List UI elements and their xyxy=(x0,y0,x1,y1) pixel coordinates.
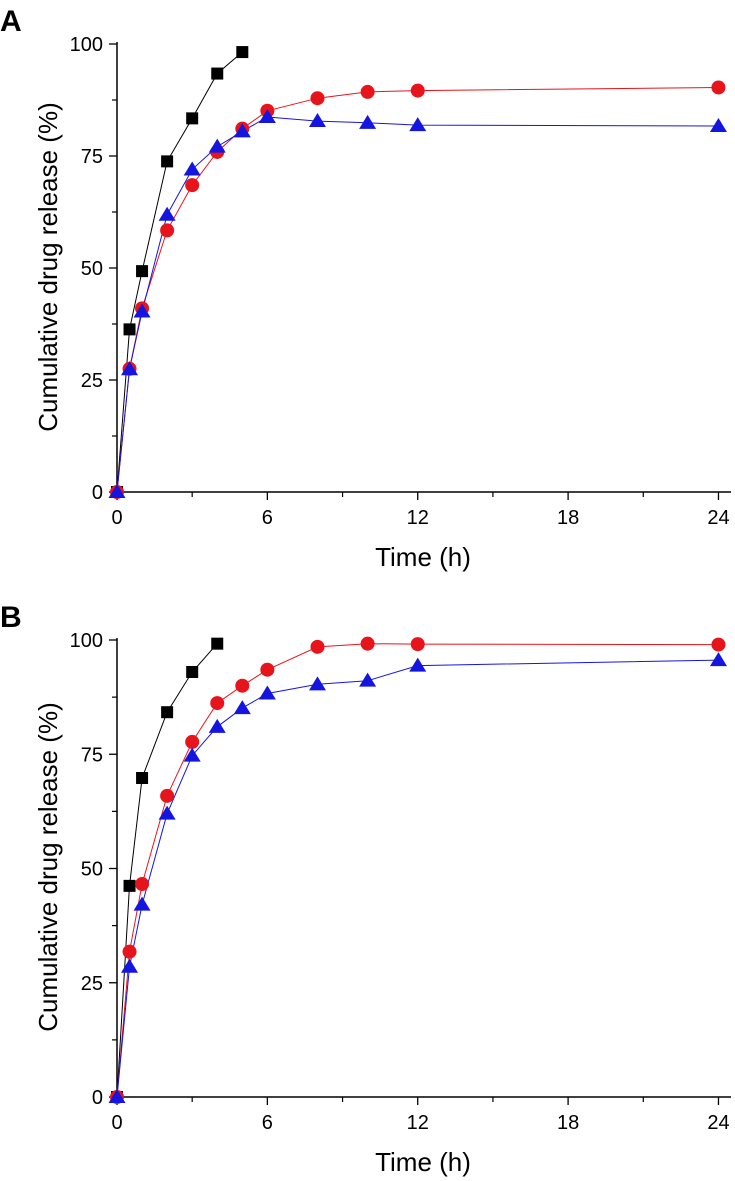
data-point-triangle xyxy=(108,484,126,498)
data-point-triangle xyxy=(108,1089,126,1103)
series-line-square xyxy=(116,51,243,493)
panel-b: B 0 25 50 75 100 0 6 12 18 24 Time (h) Cumulative… xyxy=(0,601,731,1177)
data-point-triangle xyxy=(133,896,151,911)
series-line-triangle xyxy=(116,116,719,493)
data-point-circle xyxy=(310,639,325,654)
data-point-triangle xyxy=(359,672,377,687)
data-point-square xyxy=(186,665,199,678)
y-tick-label: 100 xyxy=(70,34,103,56)
data-point-triangle xyxy=(258,109,276,124)
data-point-square xyxy=(211,637,224,650)
x-tick-label: 6 xyxy=(262,1112,273,1134)
data-point-circle xyxy=(260,662,275,677)
y-tick-label: 50 xyxy=(81,859,103,881)
data-point-square xyxy=(136,265,149,278)
data-point-triangle xyxy=(208,718,226,733)
y-tick-label: 25 xyxy=(81,973,103,995)
data-point-circle xyxy=(210,696,225,711)
data-point-circle xyxy=(160,788,175,803)
x-axis-title: Time (h) xyxy=(375,1147,471,1177)
data-point-circle xyxy=(410,637,425,652)
x-axis-title: Time (h) xyxy=(375,542,471,572)
y-tick-label: 75 xyxy=(81,146,103,168)
data-point-triangle xyxy=(233,700,251,715)
series-layer xyxy=(108,46,727,499)
data-point-circle xyxy=(360,636,375,651)
data-point-triangle xyxy=(308,676,326,691)
data-point-square xyxy=(236,46,249,59)
data-point-circle xyxy=(711,637,726,652)
x-tick-label: 18 xyxy=(557,507,579,529)
data-point-circle xyxy=(185,178,200,193)
data-point-circle xyxy=(185,734,200,749)
y-tick-label: 75 xyxy=(81,744,103,766)
data-point-triangle xyxy=(121,958,139,973)
data-point-square xyxy=(123,323,136,336)
data-point-circle xyxy=(410,83,425,98)
data-point-circle xyxy=(310,91,325,106)
data-point-triangle xyxy=(208,138,226,153)
y-tick-label: 0 xyxy=(92,1087,103,1109)
data-point-triangle xyxy=(233,123,251,138)
data-point-circle xyxy=(235,678,250,693)
data-point-triangle xyxy=(409,117,427,132)
data-point-triangle xyxy=(158,206,176,221)
y-axis-title: Cumulative drug release (%) xyxy=(33,702,63,1031)
x-tick-label: 24 xyxy=(707,1112,729,1134)
data-point-triangle xyxy=(308,113,326,128)
x-tick-label: 24 xyxy=(707,507,729,529)
axes: 0 25 50 75 100 0 6 12 18 24 xyxy=(70,630,731,1134)
panel-letter: B xyxy=(0,601,22,634)
x-tick-label: 12 xyxy=(407,507,429,529)
panel-a: A 0 25 50 75 100 0 6 12 18 24 Time (h) Cumulative… xyxy=(0,5,731,572)
data-point-circle xyxy=(711,80,726,95)
data-point-circle xyxy=(122,944,137,959)
y-axis-title: Cumulative drug release (%) xyxy=(33,102,63,431)
series-layer xyxy=(108,636,727,1104)
data-point-triangle xyxy=(158,805,176,820)
x-tick-label: 12 xyxy=(407,1112,429,1134)
data-point-triangle xyxy=(183,161,201,176)
x-tick-label: 18 xyxy=(557,1112,579,1134)
data-point-square xyxy=(161,155,174,168)
data-point-triangle xyxy=(121,361,139,376)
data-point-triangle xyxy=(709,652,727,667)
axes: 0 25 50 75 100 0 6 12 18 24 xyxy=(70,34,731,529)
series-line-triangle xyxy=(116,659,719,1098)
data-point-square xyxy=(186,112,199,125)
y-tick-label: 50 xyxy=(81,258,103,280)
y-tick-label: 25 xyxy=(81,370,103,392)
data-point-triangle xyxy=(709,117,727,132)
x-tick-label: 6 xyxy=(262,507,273,529)
data-point-square xyxy=(123,879,136,892)
x-tick-label: 0 xyxy=(111,1112,122,1134)
data-point-triangle xyxy=(183,747,201,762)
data-point-square xyxy=(211,67,224,80)
data-point-triangle xyxy=(133,303,151,318)
series-line-circle xyxy=(116,643,719,1098)
y-tick-label: 0 xyxy=(92,482,103,504)
x-tick-label: 0 xyxy=(111,507,122,529)
data-point-triangle xyxy=(409,657,427,672)
data-point-square xyxy=(136,772,149,785)
series-line-circle xyxy=(116,87,719,493)
data-point-triangle xyxy=(359,114,377,129)
data-point-square xyxy=(161,706,174,719)
data-point-circle xyxy=(135,877,150,892)
data-point-circle xyxy=(360,84,375,99)
data-point-triangle xyxy=(258,685,276,700)
data-point-circle xyxy=(160,223,175,238)
panel-letter: A xyxy=(0,5,22,38)
y-tick-label: 100 xyxy=(70,630,103,652)
